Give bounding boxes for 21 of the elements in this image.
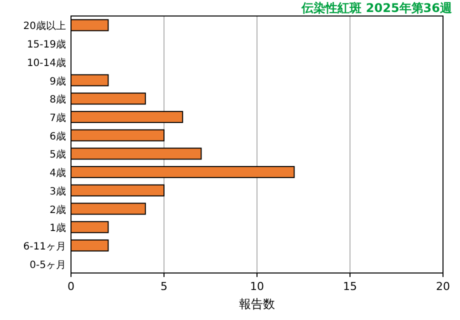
x-axis-title: 報告数 <box>239 297 275 311</box>
x-tick-label: 15 <box>343 280 357 293</box>
y-tick-label: 0-5ヶ月 <box>30 260 66 271</box>
x-tick-label: 0 <box>68 280 74 293</box>
y-tick-label: 1歳 <box>50 222 66 234</box>
y-tick-label: 15-19歳 <box>26 38 66 51</box>
y-tick-label: 6歳 <box>50 130 66 142</box>
y-tick-label: 6-11ヶ月 <box>23 241 66 252</box>
y-tick-label: 9歳 <box>50 75 66 88</box>
x-tick-label: 5 <box>160 280 168 293</box>
y-tick-label: 2歳 <box>50 204 66 216</box>
y-tick-label: 10-14歳 <box>26 56 66 69</box>
y-tick-label: 8歳 <box>50 94 66 106</box>
x-tick-label: 20 <box>436 280 450 293</box>
y-tick-label: 4歳 <box>50 167 66 180</box>
y-tick-label: 7歳 <box>50 112 66 124</box>
y-tick-label: 5歳 <box>50 148 66 161</box>
y-tick-label: 20歳以上 <box>23 20 66 32</box>
y-tick-label: 3歳 <box>50 185 66 198</box>
x-tick-label: 10 <box>250 280 264 293</box>
chart-title: 伝染性紅斑 2025年第36週 <box>300 1 453 15</box>
